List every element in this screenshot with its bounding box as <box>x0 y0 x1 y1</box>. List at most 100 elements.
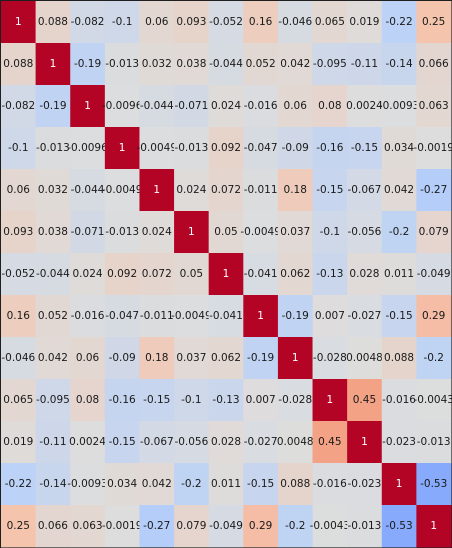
heatmap-cell-label-r12-c9: -0.0043 <box>310 520 351 532</box>
heatmap-cell-label-r4-c8: 0.18 <box>284 184 307 196</box>
heatmap-cell-label-r11-c8: 0.088 <box>280 478 310 490</box>
heatmap-cell-label-r1-c6: -0.044 <box>209 58 243 70</box>
heatmap-cell-label-r11-c10: -0.023 <box>348 478 382 490</box>
heatmap-cell-label-r10-c3: -0.15 <box>109 436 136 448</box>
heatmap-cell-label-r7-c4: -0.011 <box>140 310 174 322</box>
heatmap-cell-label-r2-c10: 0.0024 <box>346 100 383 112</box>
heatmap-cell-label-r12-c2: 0.063 <box>73 520 103 532</box>
heatmap-cell-label-r5-c0: 0.093 <box>3 226 33 238</box>
heatmap-cell-label-r4-c1: 0.032 <box>38 184 68 196</box>
heatmap-cell-label-r5-c5: 1 <box>188 226 195 238</box>
heatmap-cell-label-r3-c6: 0.092 <box>211 142 241 154</box>
heatmap-cell-label-r7-c7: 1 <box>257 310 264 322</box>
heatmap-cell-label-r11-c3: 0.034 <box>107 478 137 490</box>
heatmap-cell-label-r0-c2: -0.082 <box>71 16 105 28</box>
heatmap-cell-label-r2-c11: -0.0093 <box>379 100 420 112</box>
heatmap-cell-label-r11-c7: -0.15 <box>247 478 274 490</box>
heatmap-cell-label-r1-c4: 0.032 <box>142 58 172 70</box>
heatmap-cell-label-r5-c1: 0.038 <box>38 226 68 238</box>
heatmap-cell-label-r1-c11: -0.14 <box>385 58 412 70</box>
heatmap-cell-label-r12-c0: 0.25 <box>7 520 30 532</box>
heatmap-cell-label-r7-c9: 0.007 <box>315 310 345 322</box>
heatmap-cell-label-r8-c10: 0.0048 <box>346 352 383 364</box>
heatmap-cell-label-r9-c1: -0.095 <box>36 394 70 406</box>
heatmap-cell-label-r3-c12: -0.0019 <box>413 142 452 154</box>
heatmap-cell-label-r11-c12: -0.53 <box>420 478 447 490</box>
heatmap-cell-label-r4-c5: 0.024 <box>176 184 206 196</box>
heatmap-cell-label-r0-c10: 0.019 <box>349 16 379 28</box>
heatmap-cell-label-r2-c5: -0.071 <box>174 100 208 112</box>
heatmap-cell-label-r9-c11: -0.016 <box>382 394 416 406</box>
heatmap-cell-label-r10-c7: -0.027 <box>244 436 278 448</box>
heatmap-cell-label-r0-c7: 0.16 <box>249 16 273 28</box>
heatmap-cell-label-r1-c2: -0.19 <box>74 58 101 70</box>
heatmap-cell-label-r8-c0: -0.046 <box>1 352 35 364</box>
heatmap-cell-label-r9-c7: 0.007 <box>246 394 276 406</box>
heatmap-cell-label-r10-c5: -0.056 <box>174 436 208 448</box>
heatmap-cell-label-r1-c8: 0.042 <box>280 58 310 70</box>
heatmap-cell-label-r9-c10: 0.45 <box>353 394 376 406</box>
heatmap-cell-label-r0-c1: 0.088 <box>38 16 68 28</box>
heatmap-cell-label-r9-c0: 0.065 <box>3 394 33 406</box>
heatmap-cell-label-r4-c7: -0.011 <box>244 184 278 196</box>
heatmap-cell-label-r0-c9: 0.065 <box>315 16 345 28</box>
heatmap-cell-label-r8-c12: -0.2 <box>423 352 444 364</box>
heatmap-cell-label-r11-c4: 0.042 <box>142 478 172 490</box>
heatmap-cell-label-r10-c6: 0.028 <box>211 436 241 448</box>
heatmap-cell-label-r12-c4: -0.27 <box>143 520 170 532</box>
heatmap-cell-label-r11-c6: 0.011 <box>211 478 241 490</box>
heatmap-cell-label-r0-c4: 0.06 <box>145 16 169 28</box>
heatmap-cell-label-r10-c11: -0.023 <box>382 436 416 448</box>
heatmap-cell-label-r3-c0: -0.1 <box>8 142 29 154</box>
heatmap-cell-label-r5-c2: -0.071 <box>71 226 105 238</box>
heatmap-cell-label-r3-c2: -0.0096 <box>67 142 108 154</box>
heatmap-cell-label-r5-c12: 0.079 <box>419 226 449 238</box>
heatmap-cell-label-r3-c4: -0.0049 <box>137 142 178 154</box>
heatmap-cell-label-r7-c3: -0.047 <box>105 310 139 322</box>
heatmap-cell-label-r1-c10: -0.11 <box>351 58 378 70</box>
heatmap-cell-label-r12-c5: 0.079 <box>176 520 206 532</box>
heatmap-cell-label-r11-c9: -0.016 <box>313 478 347 490</box>
heatmap-cell-label-r4-c11: 0.042 <box>384 184 414 196</box>
heatmap-cell-label-r11-c2: -0.0093 <box>67 478 108 490</box>
heatmap-cell-label-r1-c1: 1 <box>50 58 57 70</box>
heatmap-cell-label-r2-c4: -0.044 <box>140 100 174 112</box>
heatmap-cell-label-r7-c6: -0.041 <box>209 310 243 322</box>
heatmap-cell-label-r4-c12: -0.27 <box>420 184 447 196</box>
heatmap-cell-label-r5-c7: -0.0049 <box>240 226 281 238</box>
heatmap-cell-label-r8-c6: 0.062 <box>211 352 241 364</box>
heatmap-cell-label-r6-c9: -0.13 <box>316 268 343 280</box>
heatmap-cell-label-r9-c2: 0.08 <box>76 394 99 406</box>
heatmap-cell-label-r1-c7: 0.052 <box>246 58 276 70</box>
heatmap-cell-label-r6-c4: 0.072 <box>142 268 172 280</box>
heatmap-cell-label-r9-c3: -0.16 <box>109 394 136 406</box>
heatmap-cell-label-r6-c5: 0.05 <box>180 268 203 280</box>
heatmap-cell-label-r9-c5: -0.1 <box>181 394 202 406</box>
heatmap-cell-label-r5-c8: 0.037 <box>280 226 310 238</box>
heatmap-cell-label-r12-c11: -0.53 <box>385 520 412 532</box>
heatmap-cell-label-r6-c12: -0.049 <box>417 268 451 280</box>
heatmap-cell-label-r7-c12: 0.29 <box>422 310 445 322</box>
heatmap-cell-label-r2-c12: 0.063 <box>419 100 449 112</box>
heatmap-cell-label-r8-c8: 1 <box>292 352 299 364</box>
heatmap-cell-label-r7-c8: -0.19 <box>282 310 309 322</box>
heatmap-cell-label-r0-c12: 0.25 <box>422 16 445 28</box>
heatmap-cell-label-r4-c4: 1 <box>153 184 160 196</box>
heatmap-cell-label-r12-c6: -0.049 <box>209 520 243 532</box>
heatmap-cell-label-r8-c1: 0.042 <box>38 352 68 364</box>
heatmap-cell-label-r1-c12: 0.066 <box>419 58 449 70</box>
heatmap-cell-label-r5-c3: -0.013 <box>105 226 139 238</box>
heatmap-cell-label-r0-c0: 1 <box>15 16 22 28</box>
heatmap-cell-label-r1-c3: -0.013 <box>105 58 139 70</box>
heatmap-cell-label-r3-c5: -0.013 <box>174 142 208 154</box>
heatmap-cell-label-r4-c6: 0.072 <box>211 184 241 196</box>
heatmap-cell-label-r9-c4: -0.15 <box>143 394 170 406</box>
heatmap-cell-label-r0-c6: -0.052 <box>209 16 243 28</box>
heatmap-cell-label-r11-c5: -0.2 <box>181 478 202 490</box>
heatmap-cell-label-r10-c2: 0.0024 <box>69 436 106 448</box>
heatmap-cell-label-r10-c1: -0.11 <box>39 436 66 448</box>
heatmap-cell-label-r6-c10: 0.028 <box>349 268 379 280</box>
heatmap-cell-label-r6-c7: -0.041 <box>244 268 278 280</box>
heatmap-cell-label-r7-c2: -0.016 <box>71 310 105 322</box>
